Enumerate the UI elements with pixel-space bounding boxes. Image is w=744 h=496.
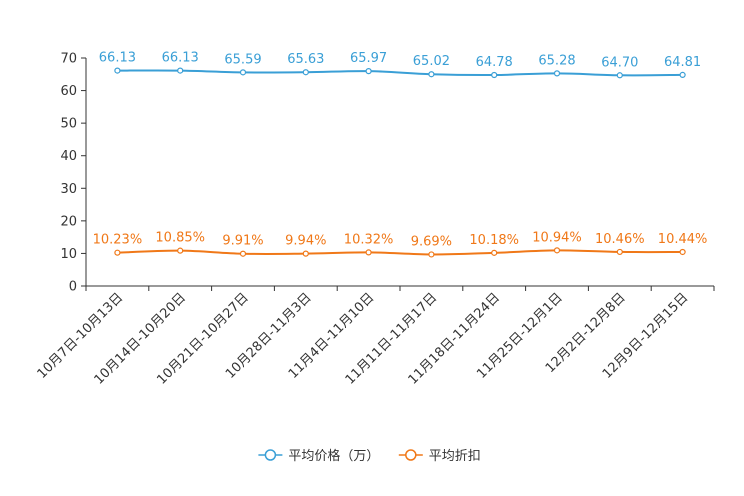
data-point[interactable]: [616, 248, 623, 256]
y-tick-label: 20: [60, 214, 77, 229]
series-line-0: [117, 69, 683, 77]
data-point[interactable]: [302, 250, 309, 257]
data-point[interactable]: [114, 249, 121, 256]
data-label: 10.85%: [155, 231, 205, 246]
data-label: 65.28: [538, 53, 575, 68]
legend-label: 平均价格（万）: [288, 448, 379, 464]
data-point[interactable]: [553, 247, 561, 254]
data-label: 65.97: [350, 51, 387, 66]
legend-marker-icon: [264, 449, 277, 461]
data-point[interactable]: [302, 69, 309, 76]
data-point[interactable]: [177, 67, 184, 74]
legend-item-1[interactable]: 平均折扣: [398, 449, 481, 464]
data-label: 65.59: [224, 52, 261, 67]
data-point[interactable]: [679, 248, 686, 256]
y-tick-label: 40: [60, 149, 77, 164]
data-label: 10.94%: [532, 230, 582, 245]
data-point[interactable]: [428, 71, 435, 78]
y-tick-label: 70: [60, 52, 77, 67]
legend-marker-icon: [405, 449, 417, 461]
data-label: 10.23%: [93, 233, 143, 248]
data-point[interactable]: [491, 71, 498, 79]
data-label: 9.91%: [222, 234, 263, 249]
data-point[interactable]: [365, 249, 372, 256]
data-point[interactable]: [491, 249, 498, 256]
data-point[interactable]: [177, 247, 184, 254]
data-label: 64.70: [601, 55, 638, 70]
y-tick-label: 60: [60, 84, 77, 99]
data-label: 66.13: [162, 51, 199, 66]
legend[interactable]: 平均价格（万） 平均折扣: [258, 448, 481, 464]
data-label: 10.32%: [344, 232, 394, 247]
y-tick-label: 50: [60, 117, 77, 132]
data-label: 66.13: [99, 51, 136, 66]
y-tick-label: 30: [60, 182, 77, 197]
data-label: 65.02: [413, 54, 450, 69]
y-tick-label: 0: [69, 280, 77, 295]
legend-label: 平均折扣: [429, 449, 481, 464]
data-point[interactable]: [679, 71, 686, 79]
data-labels: 66.13 66.13 65.59 65.63 65.97 65.02 64.78 65.28…: [93, 51, 708, 250]
data-label: 10.18%: [469, 233, 519, 248]
data-label: 10.46%: [595, 232, 645, 247]
series-line-1: [117, 249, 683, 256]
data-point[interactable]: [616, 72, 623, 79]
legend-item-0[interactable]: 平均价格（万）: [258, 448, 379, 464]
data-label: 64.78: [476, 55, 513, 70]
data-point[interactable]: [365, 68, 372, 75]
data-label: 9.94%: [285, 234, 326, 249]
series-lines: [114, 67, 686, 258]
data-point[interactable]: [114, 67, 121, 74]
data-label: 64.81: [664, 55, 701, 70]
data-label: 65.63: [287, 52, 324, 67]
axes: 01020304050607010月7日-10月13日10月14日-10月20日…: [35, 52, 715, 388]
data-label: 9.69%: [411, 234, 452, 249]
data-point[interactable]: [239, 69, 247, 76]
data-point[interactable]: [239, 250, 247, 257]
data-point[interactable]: [553, 70, 561, 77]
y-tick-label: 10: [60, 247, 77, 262]
data-label: 10.44%: [658, 232, 708, 247]
data-point[interactable]: [428, 251, 435, 258]
